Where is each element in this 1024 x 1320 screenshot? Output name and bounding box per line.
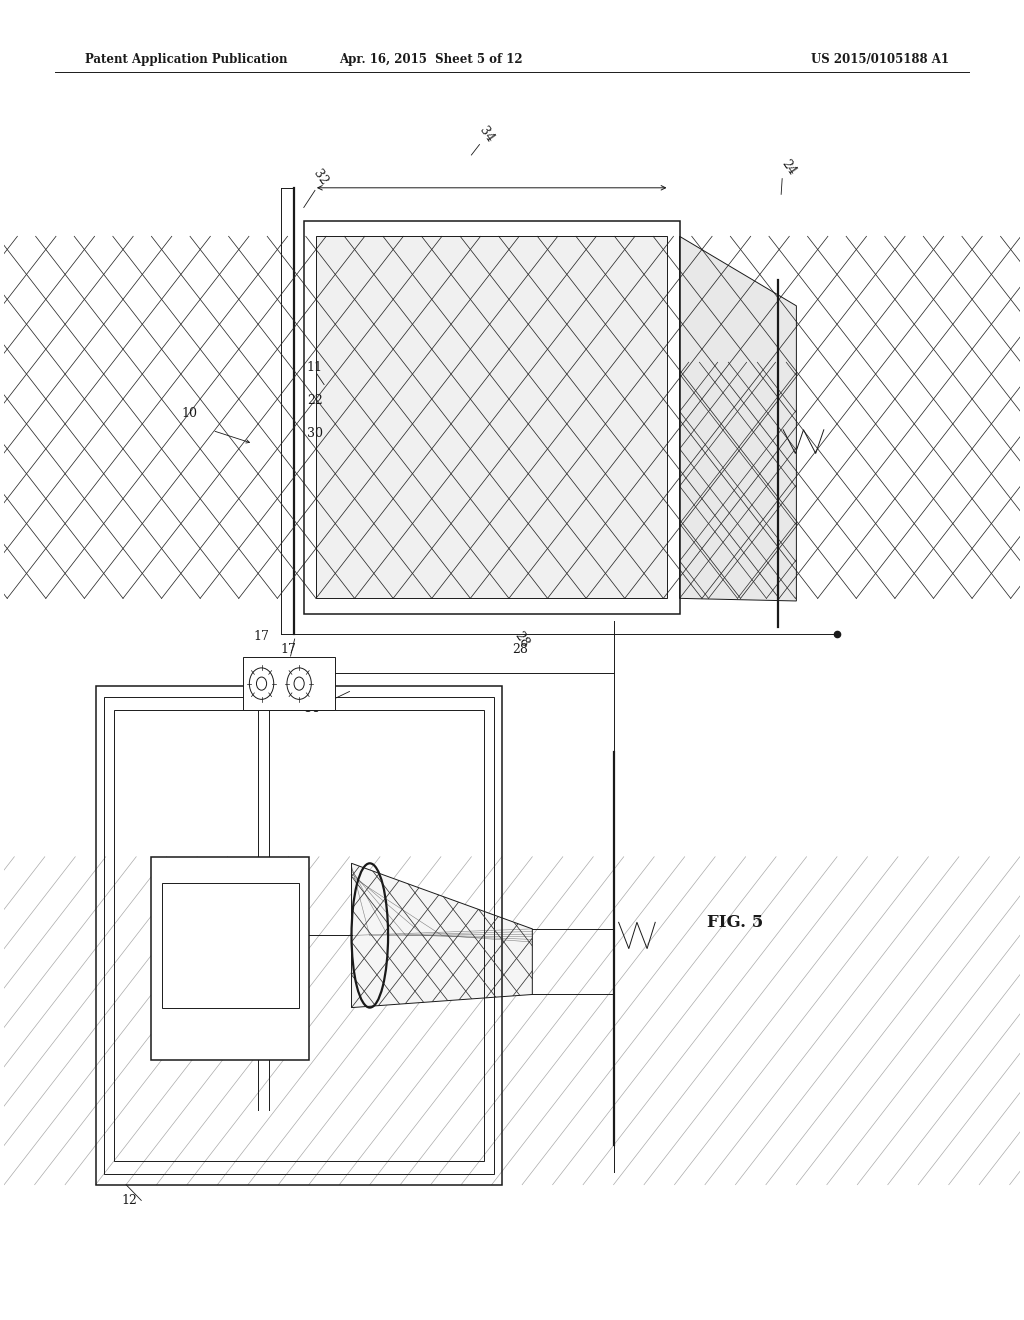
Text: 30: 30 <box>307 426 323 440</box>
Circle shape <box>250 668 273 700</box>
Text: 24: 24 <box>779 157 799 178</box>
Bar <box>316 236 668 598</box>
Text: 28: 28 <box>512 643 528 656</box>
Bar <box>316 236 668 598</box>
Bar <box>114 710 483 1162</box>
Bar <box>103 697 494 1175</box>
Text: Apr. 16, 2015  Sheet 5 of 12: Apr. 16, 2015 Sheet 5 of 12 <box>339 53 522 66</box>
Bar <box>162 883 299 1007</box>
Text: 12: 12 <box>121 1195 137 1208</box>
Text: 10: 10 <box>182 408 198 420</box>
Text: 17: 17 <box>281 643 296 656</box>
Bar <box>244 657 335 710</box>
Bar <box>316 236 668 598</box>
Text: 32: 32 <box>311 168 331 189</box>
Bar <box>152 857 309 1060</box>
Text: US 2015/0105188 A1: US 2015/0105188 A1 <box>811 53 949 66</box>
Text: 22: 22 <box>307 395 323 408</box>
Text: 34: 34 <box>476 124 497 145</box>
Bar <box>95 686 502 1184</box>
Polygon shape <box>351 863 532 1007</box>
Text: FIG. 5: FIG. 5 <box>708 913 764 931</box>
Circle shape <box>294 677 304 690</box>
Bar <box>304 220 680 614</box>
Circle shape <box>287 668 311 700</box>
Text: 14: 14 <box>304 702 319 715</box>
Text: 17: 17 <box>253 631 269 643</box>
Polygon shape <box>680 236 797 601</box>
Text: 28: 28 <box>512 630 531 649</box>
Text: 11: 11 <box>307 362 323 375</box>
Text: Patent Application Publication: Patent Application Publication <box>85 53 288 66</box>
Circle shape <box>256 677 266 690</box>
Bar <box>114 710 483 1162</box>
